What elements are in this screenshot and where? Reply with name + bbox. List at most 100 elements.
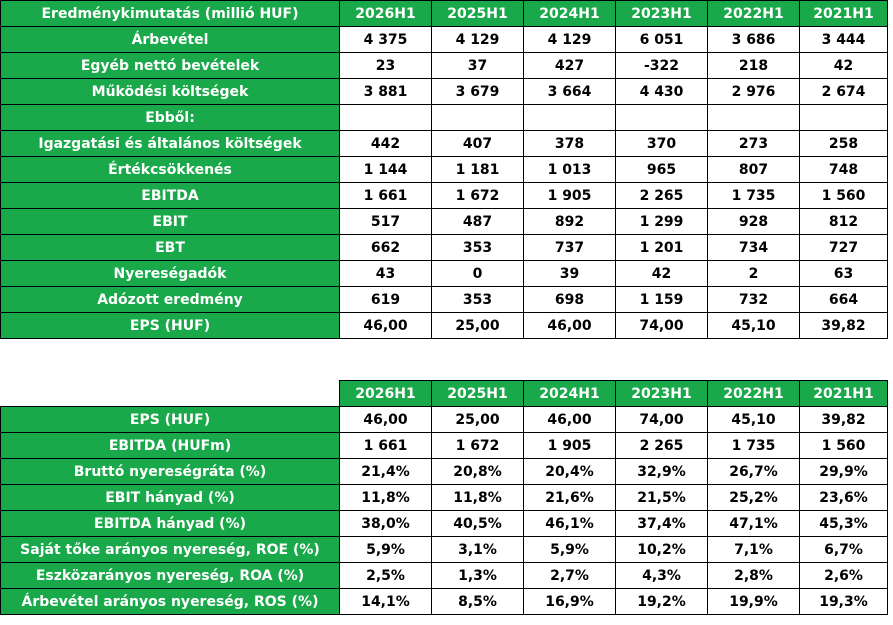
income-statement-row: EBIT 517 487 892 1 299 928 812 [0,208,888,235]
ratio-row: Bruttó nyereségráta (%) 21,4% 20,8% 20,4% 32… [0,458,888,485]
income-statement-row: EBITDA 1 661 1 672 1 905 2 265 1 735 1 560 [0,182,888,209]
value-cell: 21,4% [339,458,432,485]
row-label: EBT [0,234,340,261]
value-cell: 45,3% [799,510,888,537]
value-cell: 664 [799,286,888,313]
value-cell: 5,9% [339,536,432,563]
ratio-row: EBITDA hányad (%) 38,0% 40,5% 46,1% 37,4% 47,… [0,510,888,537]
value-cell: 427 [523,52,616,79]
row-label: Árbevétel [0,26,340,53]
value-cell: 4 430 [615,78,708,105]
row-label: Árbevétel arányos nyereség, ROS (%) [0,588,340,615]
value-cell: 39,82 [799,406,888,433]
value-cell: 1 144 [339,156,432,183]
value-cell: 19,3% [799,588,888,615]
value-cell: 218 [707,52,800,79]
ratios-header-blank [0,380,340,407]
value-cell: 20,8% [431,458,524,485]
income-statement-row: Működési költségek 3 881 3 679 3 664 4 430 2 … [0,78,888,105]
value-cell: 19,2% [615,588,708,615]
value-cell: 37,4% [615,510,708,537]
value-cell: 807 [707,156,800,183]
value-cell: 1 299 [615,208,708,235]
value-cell: 6,7% [799,536,888,563]
value-cell: 1 672 [431,432,524,459]
income-statement-row: Nyereségadók 43 0 39 42 2 63 [0,260,888,287]
value-cell: 2,6% [799,562,888,589]
row-label: EBIT hányad (%) [0,484,340,511]
financial-ratios-table: 2026H1 2025H1 2024H1 2023H1 2022H1 2021H… [0,380,888,615]
value-cell: 23,6% [799,484,888,511]
value-cell: 698 [523,286,616,313]
row-label: Működési költségek [0,78,340,105]
value-cell: 25,00 [431,312,524,339]
value-cell: 1 013 [523,156,616,183]
row-label: EBITDA hányad (%) [0,510,340,537]
value-cell: 353 [431,286,524,313]
value-cell: 74,00 [615,312,708,339]
value-cell: 29,9% [799,458,888,485]
row-label: EPS (HUF) [0,312,340,339]
value-cell: 732 [707,286,800,313]
period-header: 2025H1 [431,0,524,27]
value-cell: 1 672 [431,182,524,209]
income-statement-table: Eredménykimutatás (millió HUF) 2026H1 20… [0,0,888,339]
value-cell: 3 881 [339,78,432,105]
value-cell: 10,2% [615,536,708,563]
value-cell: 42 [799,52,888,79]
value-cell: 1 560 [799,182,888,209]
value-cell: 2,8% [707,562,800,589]
value-cell: 1 181 [431,156,524,183]
value-cell: 812 [799,208,888,235]
value-cell: 407 [431,130,524,157]
row-label: EPS (HUF) [0,406,340,433]
row-label: Ebből: [0,104,340,131]
period-header: 2021H1 [799,0,888,27]
value-cell: 3 444 [799,26,888,53]
value-cell: 63 [799,260,888,287]
income-statement-row: EPS (HUF) 46,00 25,00 46,00 74,00 45,10 39,82 [0,312,888,339]
income-statement-row: Árbevétel 4 375 4 129 4 129 6 051 3 686 3 444 [0,26,888,53]
value-cell: 273 [707,130,800,157]
value-cell: 25,2% [707,484,800,511]
ratio-row: EBITDA (HUFm) 1 661 1 672 1 905 2 265 1 735 1 … [0,432,888,459]
value-cell: 74,00 [615,406,708,433]
value-cell: 928 [707,208,800,235]
value-cell [799,104,888,131]
value-cell: 662 [339,234,432,261]
value-cell: 19,9% [707,588,800,615]
row-label: Eszközarányos nyereség, ROA (%) [0,562,340,589]
row-label: Adózott eredmény [0,286,340,313]
value-cell: 727 [799,234,888,261]
row-label: EBIT [0,208,340,235]
income-statement-row: Értékcsökkenés 1 144 1 181 1 013 965 807 748 [0,156,888,183]
value-cell [707,104,800,131]
value-cell: 1 905 [523,432,616,459]
value-cell: 1 159 [615,286,708,313]
ratio-row: Eszközarányos nyereség, ROA (%) 2,5% 1,3% 2… [0,562,888,589]
income-statement-row: EBT 662 353 737 1 201 734 727 [0,234,888,261]
value-cell: 4 129 [431,26,524,53]
row-label: Igazgatási és általános költségek [0,130,340,157]
row-label: Bruttó nyereségráta (%) [0,458,340,485]
value-cell: -322 [615,52,708,79]
row-label: EBITDA (HUFm) [0,432,340,459]
period-header: 2026H1 [339,0,432,27]
value-cell: 47,1% [707,510,800,537]
ratio-row: Saját tőke arányos nyereség, ROE (%) 5,9%… [0,536,888,563]
period-header: 2021H1 [799,380,888,407]
value-cell: 4,3% [615,562,708,589]
value-cell: 26,7% [707,458,800,485]
value-cell: 4 375 [339,26,432,53]
row-label: Egyéb nettó bevételek [0,52,340,79]
period-header: 2025H1 [431,380,524,407]
value-cell: 46,00 [523,312,616,339]
period-header: 2022H1 [707,380,800,407]
row-label: EBITDA [0,182,340,209]
value-cell: 32,9% [615,458,708,485]
value-cell: 517 [339,208,432,235]
row-label: Értékcsökkenés [0,156,340,183]
value-cell: 5,9% [523,536,616,563]
period-header: 2024H1 [523,380,616,407]
value-cell: 748 [799,156,888,183]
